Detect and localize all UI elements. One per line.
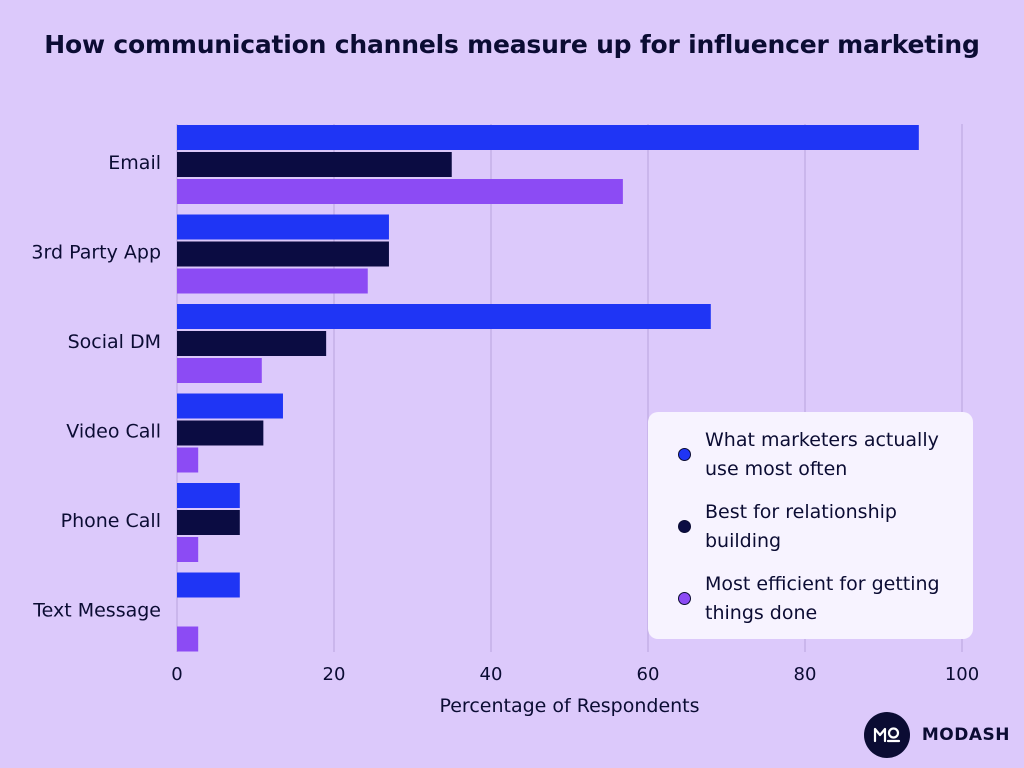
bar [177,537,199,562]
modash-logo-icon [863,712,910,758]
x-tick-label: 40 [480,664,503,685]
bar [177,179,623,204]
bar [177,483,240,508]
legend-label-usage: What marketers actually use most often [705,426,939,484]
bars [177,125,919,652]
bar [177,304,711,329]
legend-label-line: use most often [705,458,848,480]
legend-label-line: Best for relationship [705,501,897,523]
brand-name: MODASH [921,725,1010,745]
chart-title: How communication channels measure up fo… [44,30,980,59]
bar [177,268,368,294]
legend-label-line: things done [705,602,818,624]
legend-item-usage: What marketers actually use most often [678,426,955,484]
legend-dot-relationship [678,520,691,533]
legend-label-relationship: Best for relationship building [705,498,897,556]
legend-dot-usage [678,448,691,461]
bar [177,152,452,177]
logo-mark [873,727,900,743]
x-tick-label: 0 [171,664,182,685]
bar [177,241,389,267]
category-label: Social DM [68,331,161,353]
legend-dot-efficient [678,592,691,605]
x-axis-title: Percentage of Respondents [439,695,699,717]
x-tick-label: 80 [794,664,817,685]
category-label: Email [108,152,161,174]
bar [177,331,327,356]
bar [177,510,240,535]
bar [177,447,199,473]
category-label: Video Call [66,421,161,443]
bar [177,572,240,598]
bar [177,393,283,419]
legend-label-line: building [705,530,782,552]
x-tick-label: 20 [323,664,346,685]
bar [177,214,389,240]
x-tick-label: 60 [637,664,660,685]
legend-label-line: Most efficient for getting [705,573,940,595]
bar [177,358,262,383]
bar [177,420,264,446]
legend-item-efficient: Most efficient for getting things done [678,570,955,628]
category-labels: Email 3rd Party App Social DM Video Call Pho… [31,152,161,622]
legend-label-line: What marketers actually [705,429,939,451]
x-tick-label: 100 [945,664,979,685]
category-label: Phone Call [61,510,161,532]
legend: What marketers actually use most often B… [648,412,973,639]
x-tick-labels: 0 20 40 60 80 100 [171,664,979,685]
legend-label-efficient: Most efficient for getting things done [705,570,940,628]
category-label: 3rd Party App [31,242,161,264]
category-label: Text Message [32,600,161,622]
legend-item-relationship: Best for relationship building [678,498,955,556]
brand: MODASH [863,712,1010,758]
bar [177,626,199,652]
bar [177,125,919,150]
